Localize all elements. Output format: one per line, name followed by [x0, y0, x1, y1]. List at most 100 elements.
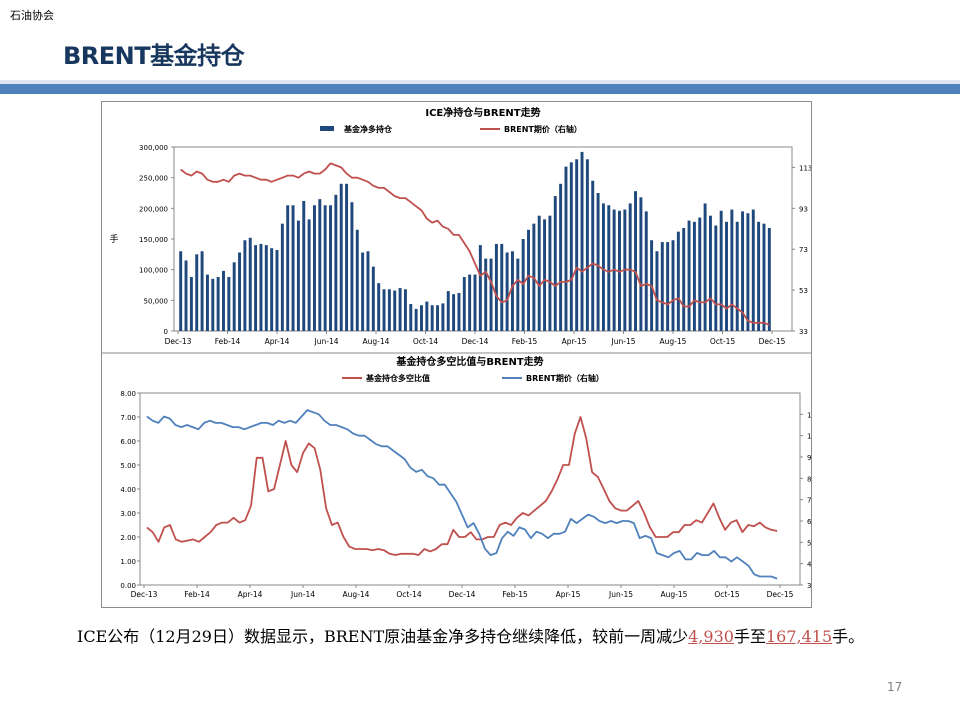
chart1-bar-36 — [371, 266, 375, 331]
chart1-bar-106 — [746, 213, 750, 331]
chart1-bar-59 — [494, 243, 498, 331]
chart1-bar-19 — [280, 223, 284, 331]
chart1-bar-105 — [741, 211, 745, 331]
chart1-bar-14 — [254, 245, 258, 331]
chart2-y-tick-label-8: 8.00 — [120, 390, 136, 398]
chart1-bar-102 — [725, 221, 728, 331]
chart1-bar-47 — [430, 305, 434, 331]
chart1-bar-54 — [468, 274, 472, 331]
chart1-x-tick-label-6: Dec-14 — [462, 337, 489, 346]
chart1-bar-99 — [708, 215, 712, 331]
chart1-bar-70 — [553, 196, 557, 331]
chart1-bar-32 — [350, 202, 354, 331]
chart1-bar-18 — [275, 250, 279, 331]
chart1-bar-108 — [757, 221, 761, 331]
chart1-bar-7 — [216, 277, 220, 331]
chart1-bar-51 — [452, 294, 456, 331]
chart1-legend-label-0: 基金净多持仓 — [343, 124, 393, 134]
chart2-x-tick-label-2: Apr-14 — [238, 590, 263, 599]
chart1-bar-84 — [628, 203, 632, 331]
chart1-bar-100 — [714, 225, 718, 331]
chart1-bar-39 — [387, 289, 391, 331]
chart1-bar-10 — [232, 262, 236, 331]
chart2-legend-label-0: 基金持仓多空比值 — [365, 373, 430, 383]
chart1-x-tick-label-2: Apr-14 — [265, 337, 290, 346]
chart1-bar-65 — [527, 229, 530, 331]
chart2-legend-label-1: BRENT期价（右轴） — [526, 373, 604, 383]
page-title: BRENT基金持仓 — [63, 42, 245, 70]
chart-panel: ICE净持仓与BRENT走势基金净多持仓 BRENT期价（右轴） 0 50,000 10… — [101, 101, 820, 608]
caption-total-value: 167,415 — [765, 627, 833, 646]
chart1-bar-49 — [441, 303, 445, 331]
chart1-y-tick-label-6: 300,000 — [139, 144, 168, 152]
chart1-bar-56 — [478, 245, 482, 331]
chart1-x-tick-label-7: Feb-15 — [512, 337, 538, 346]
chart1-bar-68 — [543, 219, 547, 331]
chart1-bar-90 — [660, 242, 664, 331]
chart1-bar-0 — [179, 251, 183, 331]
chart1-bar-63 — [516, 258, 520, 331]
chart1-x-tick-label-0: Dec-13 — [165, 337, 192, 346]
chart1-legend-swatch-0 — [320, 126, 334, 131]
chart1-x-tick-label-9: Jun-15 — [611, 337, 636, 346]
chart1-bar-86 — [639, 197, 643, 331]
chart1-bar-41 — [398, 288, 402, 331]
chart2-y-tick-label-6: 6.00 — [120, 438, 136, 446]
chart1-bar-75 — [580, 151, 584, 331]
chart1-bar-60 — [500, 243, 504, 331]
chart1-y-tick-label-1: 50,000 — [144, 297, 169, 305]
chart1-bar-22 — [296, 220, 300, 331]
chart1-bar-44 — [414, 308, 418, 331]
chart1-y-tick-label-0: 0 — [164, 328, 168, 336]
chart1-bar-28 — [329, 205, 332, 331]
chart1-bar-64 — [521, 239, 525, 331]
chart1-x-tick-label-11: Oct-15 — [710, 337, 735, 346]
chart2-x-tick-label-9: Jun-15 — [608, 590, 633, 599]
page-number: 17 — [887, 680, 903, 694]
chart1-bar-91 — [666, 242, 670, 331]
caption: ICE公布（12月29日）数据显示，BRENT原油基金净多持仓继续降低，较前一周… — [77, 624, 877, 649]
chart1-bar-87 — [644, 211, 648, 331]
chart1-bar-98 — [703, 203, 707, 331]
chart1-bar-40 — [393, 290, 397, 331]
chart1-y-tick-label-5: 250,000 — [139, 175, 168, 183]
chart1-bar-61 — [505, 252, 509, 331]
chart1-bar-89 — [655, 251, 659, 331]
chart1-bar-53 — [462, 277, 466, 331]
chart1-bar-48 — [436, 305, 440, 331]
chart1-bar-69 — [548, 215, 552, 331]
chart1-bar-78 — [596, 193, 600, 331]
chart2-y-tick-label-1: 1.00 — [120, 558, 136, 566]
chart1-bar-71 — [559, 183, 563, 331]
chart1-title: ICE净持仓与BRENT走势 — [425, 106, 540, 119]
chart1-bar-6 — [211, 278, 215, 331]
chart1-bar-72 — [564, 166, 568, 331]
chart1-bar-46 — [425, 301, 429, 331]
chart2-y-tick-label-5: 5.00 — [120, 462, 136, 470]
chart1-bar-85 — [634, 191, 638, 331]
chart1-bar-24 — [307, 219, 311, 331]
chart1-bar-16 — [264, 245, 268, 331]
chart1-bar-27 — [323, 205, 327, 331]
chart2-y2-tick-label-6: 93 — [807, 454, 811, 462]
chart1-bar-35 — [366, 251, 370, 331]
caption-change-value: 4,930 — [688, 627, 734, 646]
chart2-y2-tick-label-8: 113 — [807, 411, 811, 419]
chart1-y-tick-label-2: 100,000 — [139, 267, 168, 275]
chart1-y2-tick-label-1: 53 — [799, 287, 808, 295]
chart1-bar-12 — [243, 240, 247, 331]
chart1-bar-94 — [682, 227, 686, 331]
chart2-title: 基金持仓多空比值与BRENT走势 — [395, 355, 543, 368]
chart2-x-tick-label-4: Aug-14 — [343, 590, 370, 599]
chart1-bar-11 — [238, 252, 242, 331]
chart1-bar-80 — [607, 205, 611, 331]
chart1-bar-9 — [227, 277, 231, 331]
chart1-bar-57 — [484, 258, 488, 331]
chart2-x-tick-label-5: Oct-14 — [396, 590, 421, 599]
chart2-series-line-0 — [146, 416, 778, 556]
chart1-bar-93 — [676, 231, 680, 331]
chart1-bar-109 — [762, 223, 766, 331]
chart1-bar-33 — [355, 229, 359, 331]
chart2-y2-tick-label-3: 63 — [807, 518, 811, 526]
chart1-bar-77 — [591, 180, 595, 331]
